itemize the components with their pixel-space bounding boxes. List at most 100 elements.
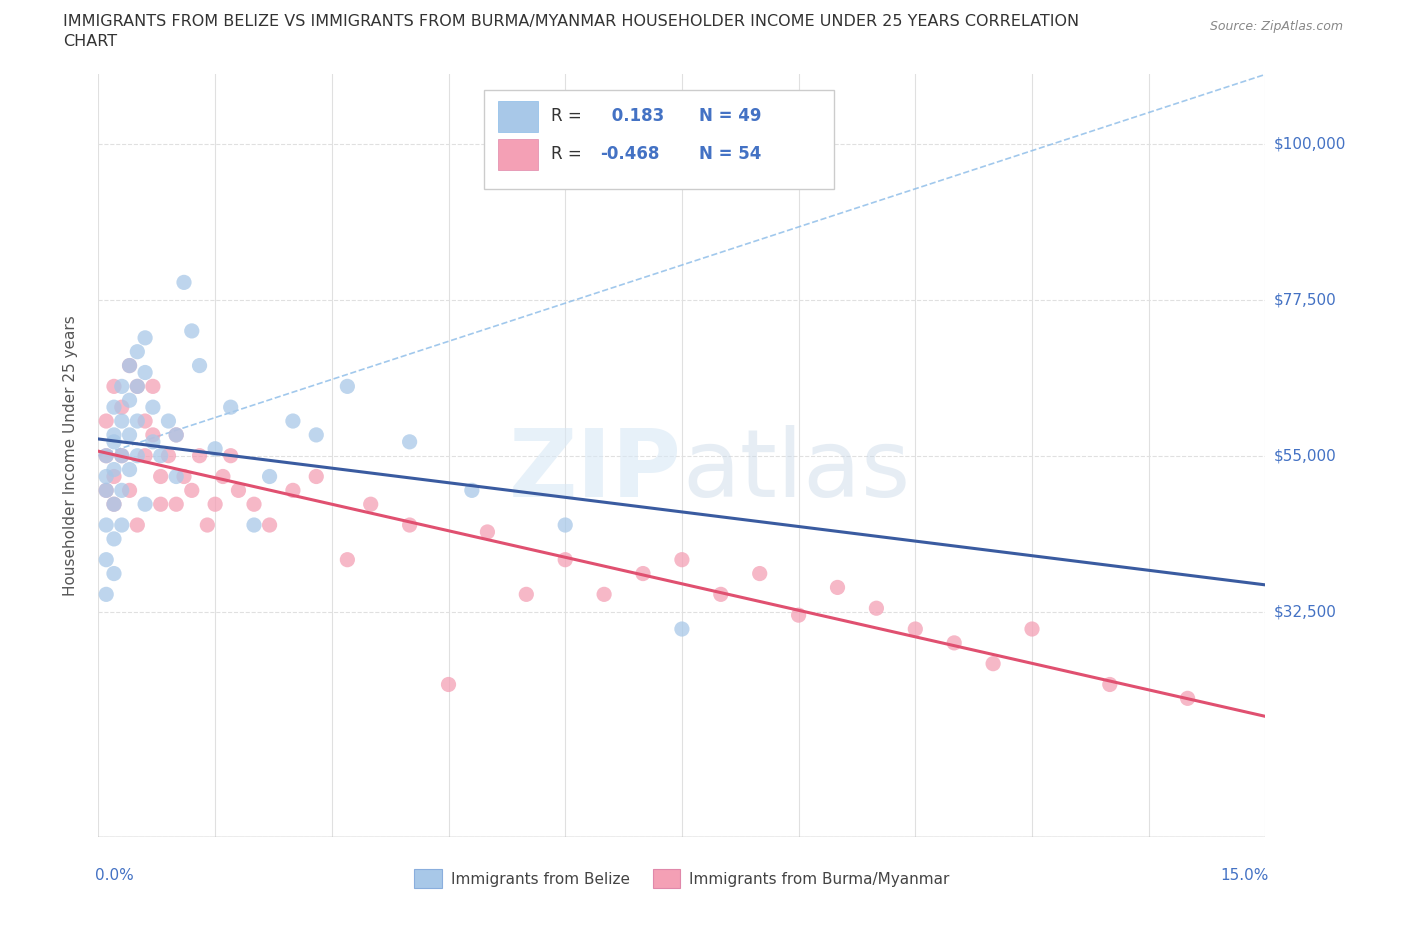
Point [281, 483, 304, 498]
Point [554, 518, 576, 533]
Point [103, 434, 125, 449]
Point [96, 483, 118, 498]
Point [127, 448, 149, 463]
Point [259, 518, 281, 533]
Point [127, 379, 149, 393]
Point [111, 483, 134, 498]
Point [118, 392, 141, 407]
Text: Source: ZipAtlas.com: Source: ZipAtlas.com [1209, 20, 1343, 33]
Point [157, 448, 180, 463]
Point [710, 587, 733, 602]
Point [437, 677, 460, 692]
Point [142, 428, 165, 443]
Point [96, 587, 118, 602]
Text: $32,500: $32,500 [1274, 604, 1337, 619]
Point [165, 497, 187, 512]
Text: $100,000: $100,000 [1274, 136, 1346, 152]
Point [259, 469, 281, 484]
Point [243, 497, 266, 512]
Point [204, 497, 226, 512]
Point [103, 566, 125, 581]
Point [118, 358, 141, 373]
Point [360, 497, 382, 512]
Point [111, 518, 134, 533]
Point [593, 587, 616, 602]
Legend: Immigrants from Belize, Immigrants from Burma/Myanmar: Immigrants from Belize, Immigrants from … [408, 863, 956, 894]
Point [981, 657, 1004, 671]
Point [180, 324, 202, 339]
Point [219, 448, 242, 463]
Point [127, 379, 149, 393]
Point [96, 552, 118, 567]
Point [671, 621, 693, 636]
Point [103, 379, 125, 393]
Point [219, 400, 242, 415]
Point [281, 414, 304, 429]
Point [204, 442, 226, 457]
Point [180, 483, 202, 498]
Point [96, 518, 118, 533]
Text: 15.0%: 15.0% [1220, 868, 1268, 883]
Point [118, 358, 141, 373]
Text: R =: R = [551, 145, 582, 164]
Text: R =: R = [551, 107, 582, 126]
FancyBboxPatch shape [498, 101, 538, 132]
Text: $55,000: $55,000 [1274, 448, 1337, 463]
Point [228, 483, 250, 498]
Point [118, 462, 141, 477]
Point [173, 275, 195, 290]
Text: $77,500: $77,500 [1274, 292, 1337, 307]
Point [142, 379, 165, 393]
Point [787, 607, 810, 622]
Point [103, 497, 125, 512]
Point [96, 469, 118, 484]
Point [865, 601, 887, 616]
Point [111, 448, 134, 463]
Point [827, 580, 849, 595]
Point [149, 497, 172, 512]
Point [134, 330, 156, 345]
Point [111, 400, 134, 415]
Point [157, 414, 180, 429]
Point [96, 448, 118, 463]
Point [103, 469, 125, 484]
Point [127, 344, 149, 359]
Point [188, 448, 211, 463]
Text: atlas: atlas [682, 425, 910, 517]
Point [1177, 691, 1199, 706]
Point [336, 552, 359, 567]
Point [461, 483, 484, 498]
Point [127, 518, 149, 533]
Text: N = 54: N = 54 [699, 145, 762, 164]
Point [127, 414, 149, 429]
Point [134, 414, 156, 429]
Text: N = 49: N = 49 [699, 107, 762, 126]
Point [398, 518, 420, 533]
Point [111, 414, 134, 429]
Point [96, 414, 118, 429]
Point [103, 428, 125, 443]
Point [149, 448, 172, 463]
Point [477, 525, 499, 539]
Point [1021, 621, 1043, 636]
FancyBboxPatch shape [498, 140, 538, 170]
Text: IMMIGRANTS FROM BELIZE VS IMMIGRANTS FROM BURMA/MYANMAR HOUSEHOLDER INCOME UNDER: IMMIGRANTS FROM BELIZE VS IMMIGRANTS FRO… [63, 14, 1080, 29]
Point [671, 552, 693, 567]
Point [336, 379, 359, 393]
Point [748, 566, 770, 581]
Point [165, 428, 187, 443]
Point [554, 552, 576, 567]
Point [243, 518, 266, 533]
Point [103, 462, 125, 477]
Point [515, 587, 537, 602]
Point [134, 497, 156, 512]
Point [631, 566, 654, 581]
Text: -0.468: -0.468 [600, 145, 659, 164]
Text: 0.183: 0.183 [606, 107, 664, 126]
Point [173, 469, 195, 484]
Point [118, 428, 141, 443]
Point [111, 448, 134, 463]
Point [134, 365, 156, 380]
Point [96, 448, 118, 463]
Point [142, 434, 165, 449]
